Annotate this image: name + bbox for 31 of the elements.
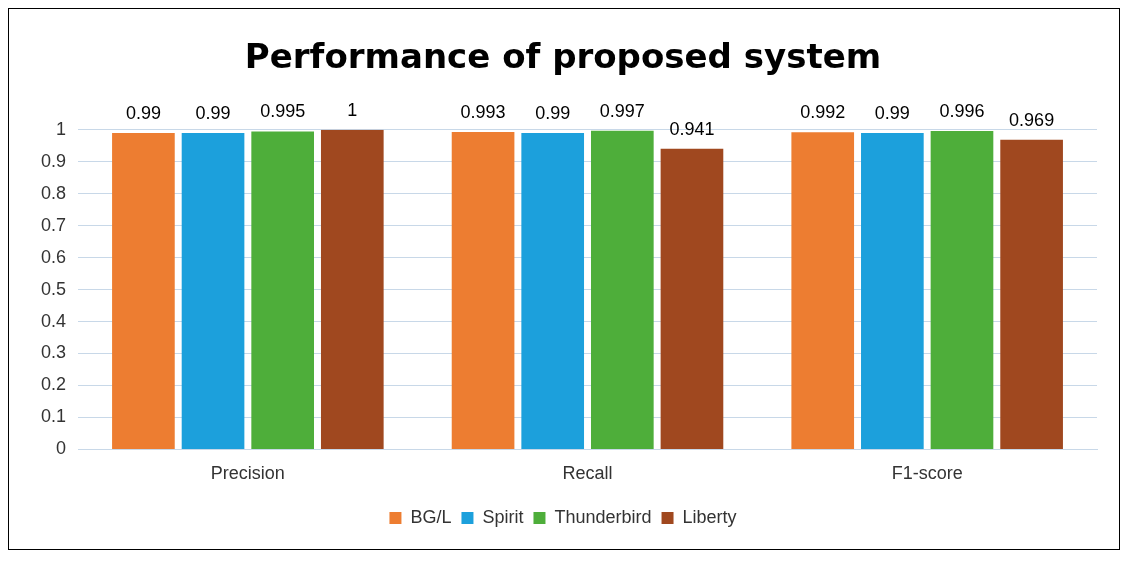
y-tick-label: 0.8	[40, 182, 67, 203]
x-tick-label: F1-score	[891, 463, 963, 484]
x-tick-label: Recall	[562, 463, 613, 484]
y-tick-label: 0.4	[40, 310, 67, 331]
y-tick-label: 0.2	[40, 374, 67, 395]
data-label: 1	[347, 99, 358, 120]
data-label: 0.99	[874, 102, 910, 123]
data-label: 0.996	[939, 101, 985, 122]
y-tick-label: 0.1	[40, 406, 67, 427]
y-tick-label: 1	[56, 118, 67, 139]
x-tick-label: Precision	[210, 463, 285, 484]
data-label: 0.99	[125, 102, 161, 123]
legend-label: Liberty	[682, 506, 737, 527]
y-tick-label: 0.5	[40, 278, 67, 299]
data-label: 0.997	[599, 100, 645, 121]
data-label: 0.99	[195, 102, 231, 123]
y-tick-label: 0.7	[40, 214, 67, 235]
legend-label: Thunderbird	[554, 506, 652, 527]
data-label: 0.969	[1009, 109, 1055, 130]
chart-title: Performance of proposed system	[244, 36, 882, 77]
legend-label: Spirit	[482, 506, 524, 527]
data-label: 0.992	[800, 102, 846, 123]
y-tick-label: 0	[56, 438, 67, 459]
y-tick-label: 0.3	[40, 342, 67, 363]
y-tick-label: 0.9	[40, 150, 67, 171]
data-label: 0.941	[669, 118, 715, 139]
data-label: 0.993	[460, 102, 506, 123]
data-label: 0.99	[535, 102, 571, 123]
legend-label: BG/L	[410, 506, 452, 527]
data-label: 0.995	[260, 101, 306, 122]
y-tick-label: 0.6	[40, 246, 67, 267]
